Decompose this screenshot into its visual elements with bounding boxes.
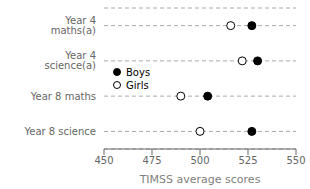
svg-text:TIMSS average scores: TIMSS average scores [139, 173, 261, 186]
svg-text:450: 450 [94, 155, 113, 166]
svg-text:500: 500 [190, 155, 209, 166]
html-text:Girls: Girls [126, 79, 149, 91]
svg-text:Year 8 science: Year 8 science [23, 126, 96, 137]
svg-text:Year 4maths(a): Year 4maths(a) [51, 15, 96, 36]
svg-text:550: 550 [286, 155, 305, 166]
html-text:Boys: Boys [126, 66, 151, 78]
svg-text:Year 8 maths: Year 8 maths [30, 91, 96, 102]
svg-text:525: 525 [238, 155, 257, 166]
svg-text:475: 475 [142, 155, 161, 166]
svg-text:Year 4science(a): Year 4science(a) [44, 50, 96, 71]
